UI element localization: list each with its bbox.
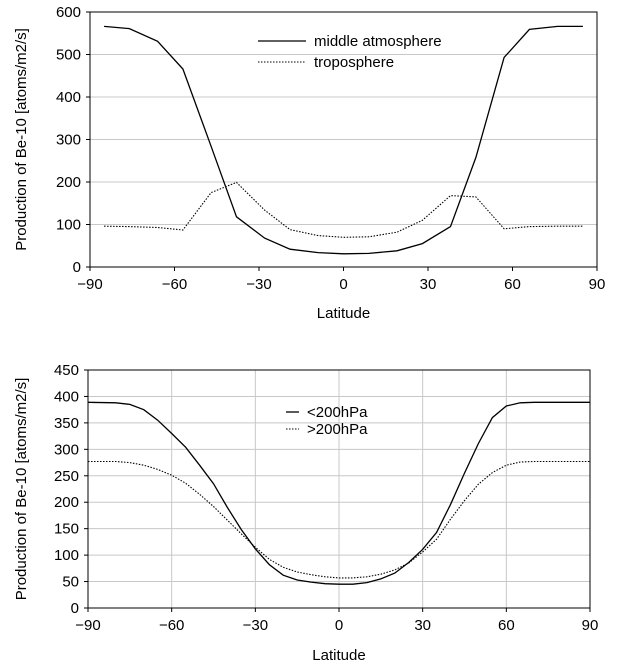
x-tick-label: −30 xyxy=(246,276,271,293)
y-tick-label: 500 xyxy=(56,47,81,64)
y-axis-title: Production of Be-10 [atoms/m2/s] xyxy=(13,378,30,601)
y-tick-label: 300 xyxy=(54,441,79,458)
x-axis-title: Latitude xyxy=(317,305,370,322)
chart-middle-atmosphere-vs-troposphere: 0 100 200 300 400 500 600 −90 −60 −30 0 30 60 90 Latit… xyxy=(13,4,605,322)
x-tick-label: −60 xyxy=(162,276,187,293)
y-tick-label: 200 xyxy=(54,494,79,511)
y-tick-label: 350 xyxy=(54,415,79,432)
y-tick-label: 50 xyxy=(62,574,79,591)
x-axis-title: Latitude xyxy=(312,647,365,664)
plot-frame xyxy=(87,369,591,609)
x-tick-label: 60 xyxy=(498,617,515,634)
y-tick-label: 100 xyxy=(56,217,81,234)
x-tick-label: 0 xyxy=(339,276,347,293)
chart-pressure-levels: 0 50 100 150 200 250 300 350 400 450 −90 −60 −30 0 30 6… xyxy=(13,362,598,664)
y-tick-label: 100 xyxy=(54,547,79,564)
y-tick-label: 400 xyxy=(56,89,81,106)
y-tick-label: 300 xyxy=(56,132,81,149)
y-tick-label: 0 xyxy=(71,600,79,617)
y-tick-label: 250 xyxy=(54,468,79,485)
legend-label: middle atmosphere xyxy=(314,33,442,50)
x-tick-label: 90 xyxy=(582,617,599,634)
legend-label: <200hPa xyxy=(307,404,368,421)
series-line-0 xyxy=(87,401,590,585)
y-tick-label: 450 xyxy=(54,362,79,379)
y-axis-title: Production of Be-10 [atoms/m2/s] xyxy=(13,28,30,251)
x-tick-label: −90 xyxy=(75,617,100,634)
x-tick-label: −90 xyxy=(77,276,102,293)
x-tick-label: −60 xyxy=(159,617,184,634)
y-tick-label: 200 xyxy=(56,174,81,191)
y-tick-label: 150 xyxy=(54,521,79,538)
x-tick-label: 90 xyxy=(589,276,606,293)
y-tick-label: 600 xyxy=(56,4,81,21)
legend-label: >200hPa xyxy=(307,421,368,438)
y-tick-label: 400 xyxy=(54,388,79,405)
series-line-1 xyxy=(88,460,590,579)
x-tick-label: 30 xyxy=(414,617,431,634)
x-tick-label: 60 xyxy=(504,276,521,293)
x-tick-label: −30 xyxy=(243,617,268,634)
x-tick-label: 0 xyxy=(335,617,343,634)
legend-label: troposphere xyxy=(314,54,394,71)
x-tick-label: 30 xyxy=(420,276,437,293)
series-line-0 xyxy=(104,25,583,255)
series-line-1 xyxy=(104,181,583,238)
plot-frame xyxy=(89,11,598,268)
y-tick-label: 0 xyxy=(73,259,81,276)
